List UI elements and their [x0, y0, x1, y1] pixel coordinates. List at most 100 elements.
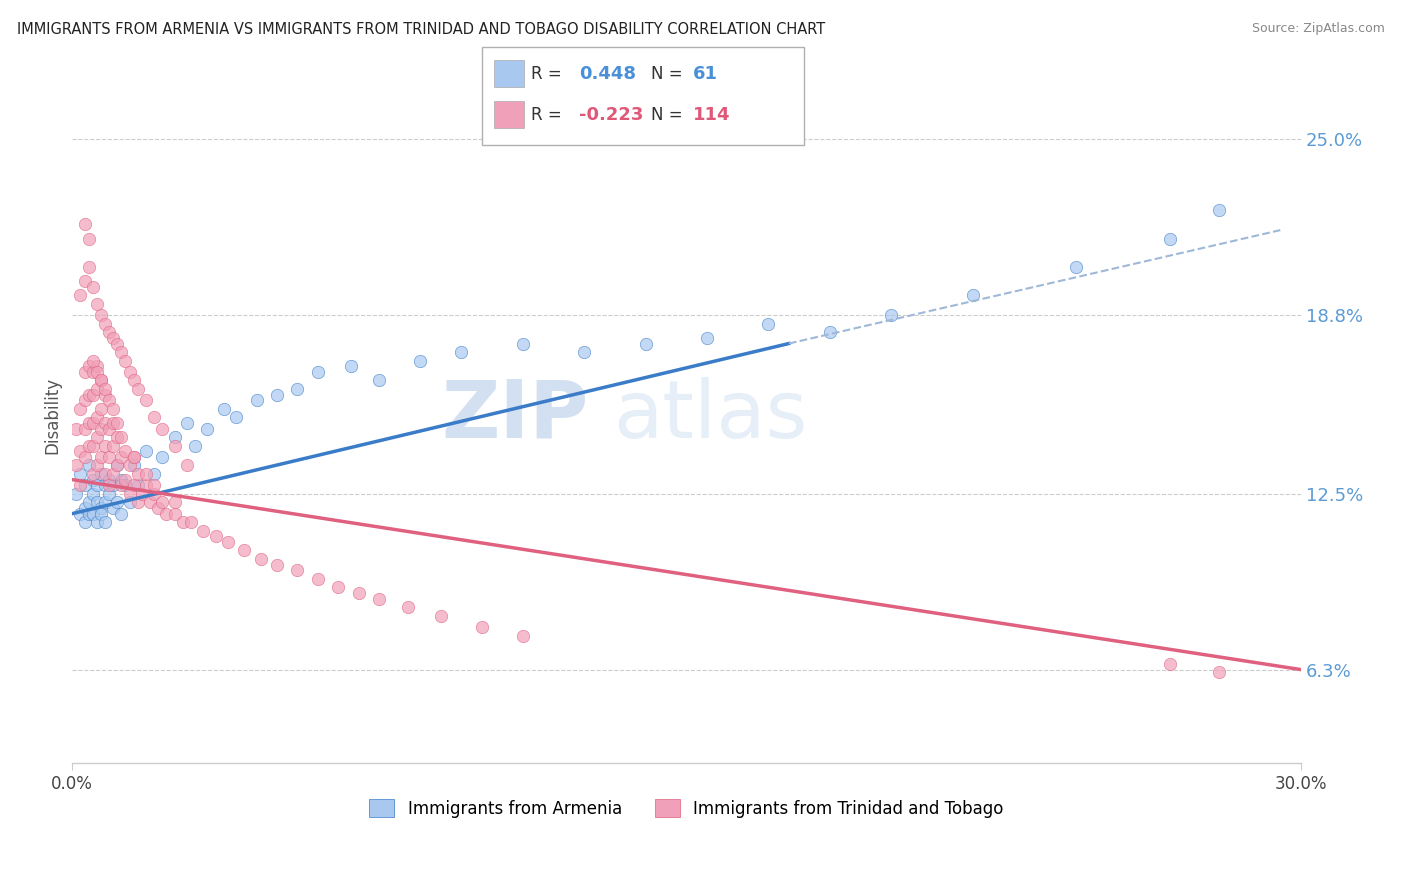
Point [105, 416, 128, 430]
Point [118, 487, 141, 501]
Point [86, 365, 108, 379]
Point [110, 473, 132, 487]
Point [90, 450, 112, 464]
Point [245, 393, 267, 408]
Point [143, 478, 166, 492]
Point [82, 473, 104, 487]
Text: -0.223: -0.223 [579, 106, 644, 124]
Point [114, 444, 136, 458]
Point [73, 365, 96, 379]
Point [180, 515, 202, 529]
Point [163, 495, 186, 509]
Point [110, 450, 132, 464]
Text: atlas: atlas [613, 376, 807, 455]
Legend: Immigrants from Armenia, Immigrants from Trinidad and Tobago: Immigrants from Armenia, Immigrants from… [363, 793, 1011, 824]
Point [118, 458, 141, 473]
Point [176, 416, 198, 430]
Point [82, 387, 104, 401]
Point [65, 421, 87, 435]
Point [127, 467, 149, 481]
Point [409, 353, 432, 368]
Point [101, 467, 124, 481]
Point [163, 507, 186, 521]
Point [148, 500, 170, 515]
Point [105, 495, 128, 509]
Point [512, 336, 534, 351]
Point [73, 450, 96, 464]
Point [94, 478, 117, 492]
Point [73, 515, 96, 529]
Point [193, 524, 215, 538]
Point [77, 507, 100, 521]
Point [98, 325, 121, 339]
Point [65, 458, 87, 473]
Point [266, 387, 288, 401]
Point [77, 387, 100, 401]
Text: ZIP: ZIP [441, 376, 588, 455]
Point [143, 467, 166, 481]
Point [880, 308, 903, 322]
Point [368, 373, 391, 387]
Text: R =: R = [531, 65, 562, 83]
Point [90, 507, 112, 521]
Y-axis label: Disability: Disability [44, 377, 60, 454]
Text: 0.448: 0.448 [579, 65, 637, 83]
Point [328, 580, 350, 594]
Text: Source: ZipAtlas.com: Source: ZipAtlas.com [1251, 22, 1385, 36]
Point [77, 260, 100, 274]
Point [77, 232, 100, 246]
Point [368, 591, 391, 606]
Point [86, 495, 108, 509]
Point [1064, 260, 1087, 274]
Point [98, 421, 121, 435]
Point [131, 487, 153, 501]
Point [82, 487, 104, 501]
Point [101, 416, 124, 430]
Point [73, 218, 96, 232]
Point [105, 458, 128, 473]
Point [758, 317, 780, 331]
Point [98, 487, 121, 501]
Point [127, 495, 149, 509]
Point [86, 410, 108, 425]
Point [94, 416, 117, 430]
Point [122, 450, 145, 464]
Point [82, 507, 104, 521]
Point [110, 345, 132, 359]
Point [1208, 665, 1230, 680]
Point [127, 478, 149, 492]
Point [1159, 657, 1181, 671]
Point [90, 401, 112, 416]
Point [110, 430, 132, 444]
Point [1159, 232, 1181, 246]
Point [287, 563, 309, 577]
Point [94, 515, 117, 529]
Point [105, 430, 128, 444]
Point [118, 365, 141, 379]
Point [94, 317, 117, 331]
Point [114, 353, 136, 368]
Point [696, 331, 718, 345]
Point [73, 274, 96, 288]
Point [73, 500, 96, 515]
Point [73, 421, 96, 435]
Point [143, 487, 166, 501]
Point [82, 467, 104, 481]
Point [98, 393, 121, 408]
Point [176, 458, 198, 473]
Point [90, 467, 112, 481]
Point [430, 608, 453, 623]
Point [150, 495, 173, 509]
Point [212, 401, 235, 416]
Point [90, 308, 112, 322]
Point [139, 495, 162, 509]
Point [347, 586, 370, 600]
Point [572, 345, 595, 359]
Point [217, 535, 239, 549]
Point [122, 478, 145, 492]
Point [307, 365, 329, 379]
Point [143, 410, 166, 425]
Point [77, 495, 100, 509]
Point [69, 467, 91, 481]
Point [101, 478, 124, 492]
